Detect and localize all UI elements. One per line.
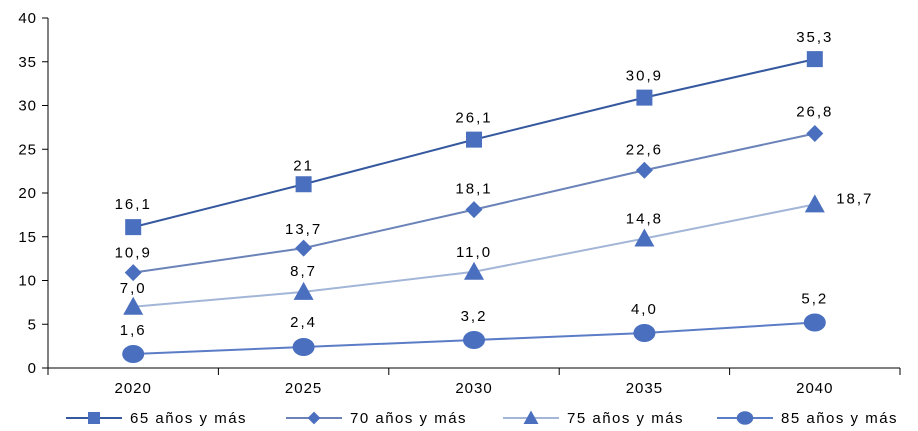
x-tick-label: 2040 xyxy=(796,380,833,397)
data-label: 8,7 xyxy=(290,263,317,280)
data-point-square xyxy=(466,131,482,148)
data-labels: 16,1 21 26,1 30,9 35,3 10,9 13,7 18,1 22,6 26,8 7,… xyxy=(115,29,873,339)
legend-label: 85 años y más xyxy=(781,410,898,427)
legend-marker-diamond xyxy=(307,411,321,425)
x-tick-label: 2030 xyxy=(455,380,492,397)
data-label: 18,7 xyxy=(836,190,873,207)
x-tick-label: 2025 xyxy=(285,380,322,397)
data-label: 11,0 xyxy=(456,244,492,261)
data-label: 35,3 xyxy=(796,29,833,46)
data-point-circle xyxy=(463,331,485,349)
data-label: 18,1 xyxy=(455,181,492,198)
data-label: 30,9 xyxy=(626,68,663,85)
data-label: 4,0 xyxy=(631,301,658,318)
data-label: 13,7 xyxy=(285,221,322,238)
data-point-square xyxy=(125,219,142,236)
data-point-circle xyxy=(122,345,145,363)
data-label: 22,6 xyxy=(626,141,663,158)
y-tick-label: 40 xyxy=(18,10,37,27)
data-point-diamond xyxy=(635,161,653,179)
legend-marker-circle xyxy=(736,411,754,425)
data-label: 14,8 xyxy=(626,211,663,228)
data-point-circle xyxy=(292,338,315,356)
data-label: 3,2 xyxy=(461,308,488,325)
data-point-circle xyxy=(803,313,826,332)
data-point-triangle xyxy=(634,228,655,247)
data-label: 7,0 xyxy=(120,280,147,297)
data-point-diamond xyxy=(295,239,313,257)
legend-label: 75 años y más xyxy=(567,410,684,427)
data-label: 2,4 xyxy=(290,314,317,331)
data-point-triangle xyxy=(293,281,314,300)
data-point-square xyxy=(636,89,653,106)
data-label: 26,1 xyxy=(455,110,492,127)
data-label: 16,1 xyxy=(115,196,152,213)
data-point-square xyxy=(295,176,312,193)
data-point-circle xyxy=(633,324,656,342)
data-point-triangle xyxy=(123,296,144,315)
chart-legend: 65 años y más 70 años y más 75 años y más 8… xyxy=(66,410,898,427)
data-label: 26,8 xyxy=(796,104,833,121)
data-point-square xyxy=(806,51,823,68)
y-tick-label: 0 xyxy=(28,360,37,377)
y-tick-label: 15 xyxy=(18,229,37,246)
series-markers xyxy=(122,51,826,363)
legend-label: 65 años y más xyxy=(130,410,247,427)
data-label: 21 xyxy=(293,157,314,174)
data-point-triangle xyxy=(464,261,484,280)
y-tick-label: 25 xyxy=(18,141,37,158)
y-tick-label: 20 xyxy=(18,185,37,202)
legend-label: 70 años y más xyxy=(350,410,467,427)
legend-marker-square xyxy=(88,412,100,424)
y-tick-label: 30 xyxy=(18,98,37,115)
y-tick-label: 10 xyxy=(18,273,37,290)
data-point-diamond xyxy=(124,264,142,282)
data-label: 10,9 xyxy=(115,245,152,262)
data-point-diamond xyxy=(465,201,483,219)
data-point-triangle xyxy=(804,194,825,213)
y-tick-label: 5 xyxy=(28,316,37,333)
x-tick-label: 2020 xyxy=(115,380,152,397)
data-label: 5,2 xyxy=(801,291,828,308)
data-point-diamond xyxy=(806,125,824,142)
data-label: 1,6 xyxy=(120,322,147,339)
legend-marker-triangle xyxy=(523,410,539,424)
x-tick-label: 2035 xyxy=(626,380,663,397)
y-tick-label: 35 xyxy=(18,54,37,71)
